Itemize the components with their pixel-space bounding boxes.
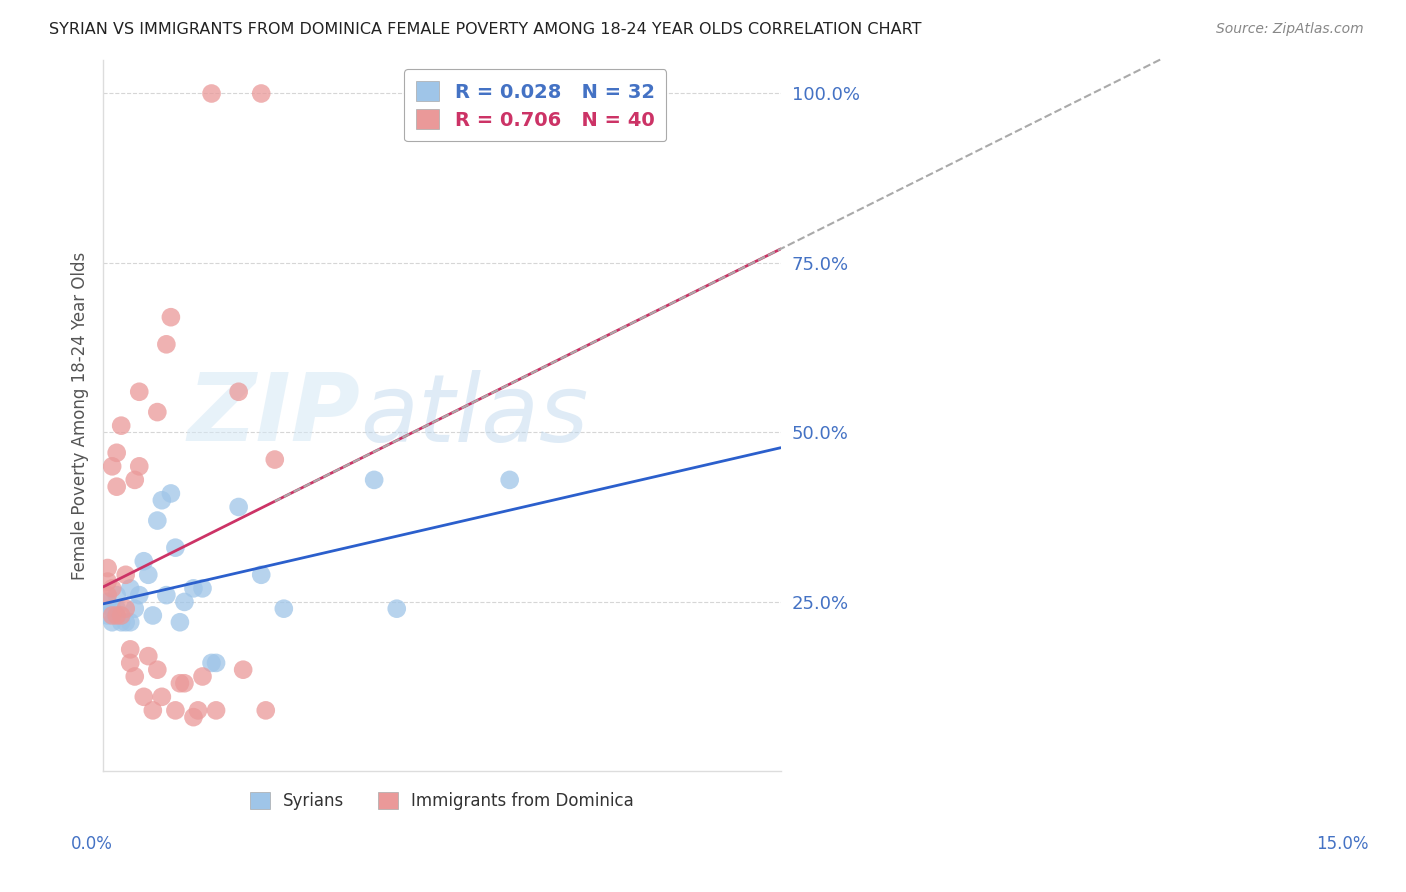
Text: 0.0%: 0.0%: [70, 835, 112, 853]
Point: [200, 656, 222, 670]
Point: [205, 656, 228, 670]
Point: [97, 608, 120, 623]
Y-axis label: Female Poverty Among 18-24 Year Olds: Female Poverty Among 18-24 Year Olds: [72, 252, 89, 580]
Point: [191, 582, 214, 596]
Point: [146, 663, 169, 677]
Point: [110, 608, 132, 623]
Point: [97, 574, 120, 589]
Point: [187, 703, 209, 717]
Point: [101, 459, 124, 474]
Point: [128, 459, 150, 474]
Point: [165, 541, 187, 555]
Point: [183, 710, 205, 724]
Point: [165, 703, 187, 717]
Point: [228, 384, 250, 399]
Text: SYRIAN VS IMMIGRANTS FROM DOMINICA FEMALE POVERTY AMONG 18-24 YEAR OLDS CORRELAT: SYRIAN VS IMMIGRANTS FROM DOMINICA FEMAL…: [49, 22, 922, 37]
Point: [128, 384, 150, 399]
Point: [250, 87, 273, 101]
Point: [120, 656, 142, 670]
Point: [105, 588, 128, 602]
Point: [105, 601, 128, 615]
Legend: Syrians, Immigrants from Dominica: Syrians, Immigrants from Dominica: [243, 785, 641, 816]
Point: [136, 649, 159, 664]
Point: [136, 567, 159, 582]
Point: [114, 601, 136, 615]
Point: [263, 452, 285, 467]
Point: [205, 703, 228, 717]
Point: [105, 608, 128, 623]
Point: [101, 608, 124, 623]
Point: [124, 601, 146, 615]
Point: [146, 405, 169, 419]
Point: [250, 567, 273, 582]
Point: [120, 615, 142, 630]
Point: [169, 615, 191, 630]
Point: [128, 588, 150, 602]
Point: [385, 601, 408, 615]
Point: [97, 561, 120, 575]
Point: [173, 676, 195, 690]
Point: [101, 601, 124, 615]
Point: [105, 446, 128, 460]
Point: [232, 663, 254, 677]
Point: [160, 310, 183, 325]
Point: [97, 595, 120, 609]
Point: [169, 676, 191, 690]
Text: ZIP: ZIP: [188, 369, 360, 461]
Point: [173, 595, 195, 609]
Point: [105, 480, 128, 494]
Point: [228, 500, 250, 514]
Point: [120, 582, 142, 596]
Point: [101, 582, 124, 596]
Point: [101, 615, 124, 630]
Point: [183, 582, 205, 596]
Point: [132, 690, 155, 704]
Text: 15.0%: 15.0%: [1316, 835, 1369, 853]
Point: [97, 588, 120, 602]
Point: [142, 703, 165, 717]
Point: [110, 418, 132, 433]
Text: Source: ZipAtlas.com: Source: ZipAtlas.com: [1216, 22, 1364, 37]
Point: [142, 608, 165, 623]
Point: [150, 690, 173, 704]
Point: [254, 703, 277, 717]
Point: [114, 615, 136, 630]
Point: [132, 554, 155, 568]
Point: [155, 588, 177, 602]
Point: [120, 642, 142, 657]
Point: [146, 514, 169, 528]
Point: [200, 87, 222, 101]
Point: [498, 473, 520, 487]
Point: [110, 615, 132, 630]
Point: [124, 669, 146, 683]
Point: [160, 486, 183, 500]
Point: [114, 567, 136, 582]
Point: [124, 473, 146, 487]
Point: [191, 669, 214, 683]
Point: [155, 337, 177, 351]
Text: atlas: atlas: [360, 370, 589, 461]
Point: [150, 493, 173, 508]
Point: [363, 473, 385, 487]
Point: [273, 601, 295, 615]
